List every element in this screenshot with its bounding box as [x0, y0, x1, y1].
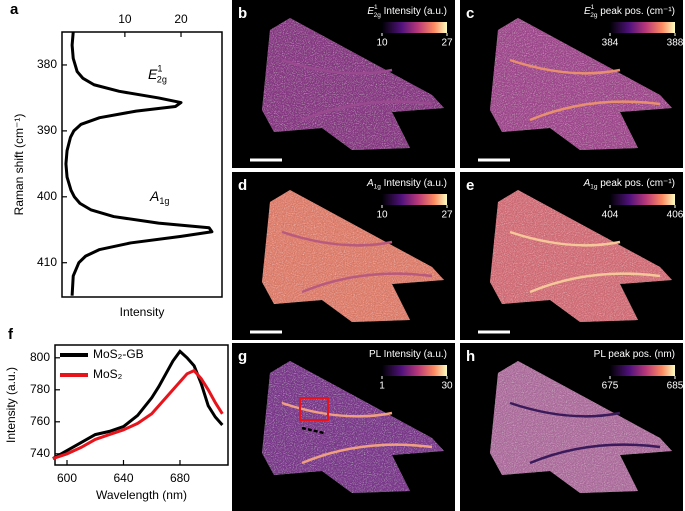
panel-label: h	[466, 348, 475, 365]
colorbar	[382, 22, 447, 33]
y-tick-label: 390	[37, 123, 57, 137]
rich-text: E1 2g peak pos. (cm⁻¹)	[584, 4, 675, 19]
main: E	[367, 6, 374, 17]
text: peak pos. (cm⁻¹)	[597, 178, 675, 189]
sub: 1g	[590, 183, 598, 190]
colorbar	[610, 365, 675, 376]
x-tick-label: 10	[118, 12, 132, 26]
legend-label: MoS₂	[93, 367, 123, 381]
spectrum-line	[64, 31, 214, 296]
rich-text: E1 2g Intensity (a.u.)	[367, 4, 447, 19]
colorbar-tick-label: 388	[667, 38, 684, 49]
rich-text: A1g Intensity (a.u.)	[366, 178, 447, 191]
grain-boundary	[281, 58, 433, 122]
sub: 2g	[157, 75, 167, 85]
main: E	[584, 6, 591, 17]
plot-frame	[61, 31, 223, 298]
series-line	[52, 349, 224, 460]
x-tick-label: 20	[174, 12, 188, 26]
y-tick-label: 760	[30, 414, 50, 428]
colorbar	[382, 365, 447, 376]
rich-text: A1g peak pos. (cm⁻¹)	[583, 178, 675, 191]
y-tick-label: 740	[30, 446, 50, 460]
colorbar-tick-label: 1	[379, 381, 385, 392]
panel-label: e	[466, 177, 474, 194]
sub: 1g	[159, 196, 169, 206]
sub: 1g	[374, 183, 382, 190]
x-tick-label: 600	[57, 471, 77, 485]
colorbar-tick-label: 27	[441, 210, 453, 221]
sup: 1	[374, 4, 378, 11]
y-tick-label: 400	[37, 189, 57, 203]
x-axis-label: Intensity	[120, 305, 165, 319]
grain-boundary	[509, 58, 661, 122]
plot-frame	[54, 344, 229, 466]
highlight-box	[299, 397, 329, 421]
y-axis-label: Raman shift (cm⁻¹)	[12, 114, 26, 216]
grain-boundary	[509, 230, 661, 294]
legend-label: MoS₂-GB	[93, 347, 144, 361]
colorbar-tick-label: 384	[602, 38, 619, 49]
y-tick-label: 780	[30, 382, 50, 396]
x-axis-label: Wavelength (nm)	[96, 488, 187, 502]
x-tick-label: 640	[113, 471, 133, 485]
panel-label: b	[238, 5, 247, 22]
series-line	[52, 368, 224, 461]
main: A	[149, 188, 159, 204]
x-tick-label: 680	[170, 471, 190, 485]
sup: 1	[591, 4, 595, 11]
text: peak pos. (cm⁻¹)	[597, 6, 675, 17]
y-tick-label: 410	[37, 255, 57, 269]
rich-text: PL Intensity (a.u.)	[369, 349, 447, 360]
panel-label: g	[238, 348, 247, 365]
colorbar-tick-label: 675	[602, 381, 619, 392]
sub: 2g	[374, 12, 382, 19]
colorbar-tick-label: 404	[602, 210, 619, 221]
main: E	[148, 66, 158, 82]
panel-label: c	[466, 5, 474, 22]
panel-label: a	[10, 1, 19, 18]
main: A	[366, 178, 374, 189]
rich-text: E1 2g	[148, 64, 167, 85]
panel-label: f	[8, 326, 14, 343]
colorbar	[610, 194, 675, 205]
text: PL Intensity (a.u.)	[369, 349, 447, 360]
text: PL peak pos. (nm)	[594, 349, 675, 360]
y-tick-label: 800	[30, 350, 50, 364]
y-axis-label: Intensity (a.u.)	[4, 367, 18, 443]
dashed-line	[301, 426, 325, 435]
rich-text: A1g	[149, 188, 169, 207]
colorbar	[382, 194, 447, 205]
text: Intensity (a.u.)	[381, 6, 447, 17]
colorbar-tick-label: 27	[441, 38, 453, 49]
y-tick-label: 380	[37, 57, 57, 71]
panel-label: d	[238, 177, 247, 194]
colorbar-tick-label: 406	[667, 210, 684, 221]
colorbar	[610, 22, 675, 33]
colorbar-tick-label: 10	[376, 38, 388, 49]
colorbar-tick-label: 685	[667, 381, 684, 392]
sub: 2g	[590, 12, 598, 19]
sup: 1	[157, 64, 162, 74]
colorbar-tick-label: 30	[441, 381, 453, 392]
grain-boundary	[281, 401, 433, 465]
rich-text: PL peak pos. (nm)	[594, 349, 675, 360]
text: Intensity (a.u.)	[381, 178, 447, 189]
main: A	[583, 178, 591, 189]
colorbar-tick-label: 10	[376, 210, 388, 221]
grain-boundary	[509, 401, 661, 465]
grain-boundary	[281, 230, 433, 294]
